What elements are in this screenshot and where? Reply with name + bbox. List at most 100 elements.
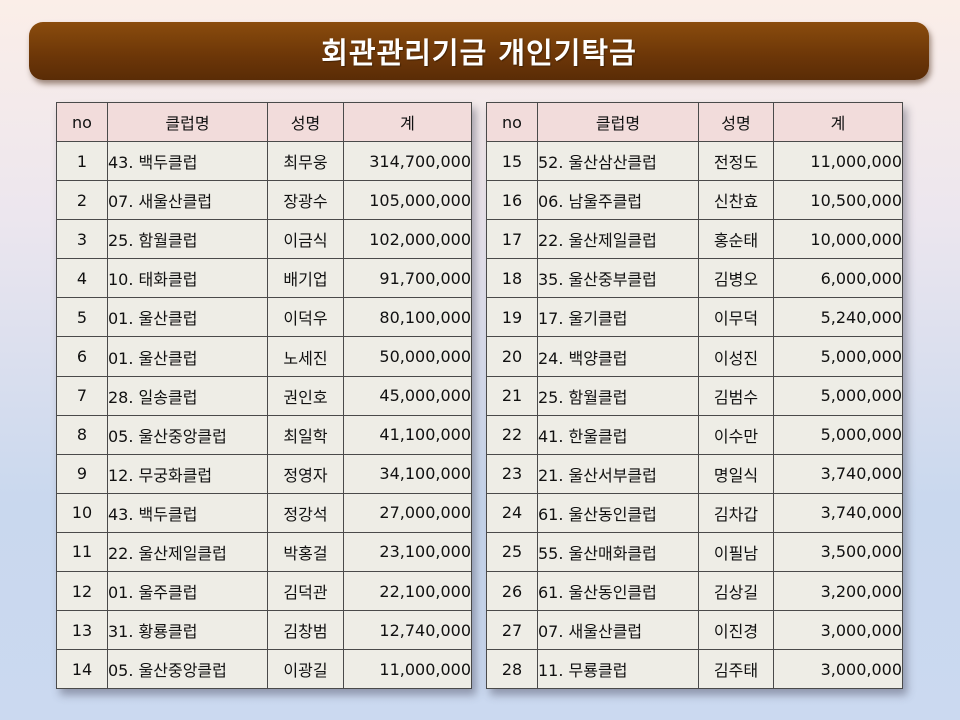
row-number: 23 xyxy=(486,453,538,494)
donation-amount: 105,000,000 xyxy=(343,180,472,221)
club-name: 43. 백두클럽 xyxy=(107,140,268,182)
donation-amount: 50,000,000 xyxy=(343,336,472,377)
member-name: 홍순태 xyxy=(698,219,774,260)
club-name: 21. 울산서부클럽 xyxy=(537,453,699,494)
row-number: 24 xyxy=(486,492,538,533)
club-name: 01. 울주클럽 xyxy=(107,571,268,612)
club-name: 24. 백양클럽 xyxy=(537,336,699,377)
member-name: 정영자 xyxy=(267,453,344,494)
row-number: 5 xyxy=(56,297,108,338)
member-name: 전정도 xyxy=(698,140,774,182)
member-name: 최무웅 xyxy=(267,140,344,182)
row-number: 20 xyxy=(486,336,538,377)
header-row: no 클럽명 성명 계 xyxy=(56,102,472,142)
row-number: 10 xyxy=(56,492,108,533)
club-name: 31. 황룡클럽 xyxy=(107,610,268,651)
club-name: 22. 울산제일클럽 xyxy=(537,219,699,260)
member-name: 노세진 xyxy=(267,336,344,377)
club-name: 55. 울산매화클럽 xyxy=(537,531,699,573)
table-row: 22 41. 한울클럽 이수만 5,000,000 xyxy=(486,414,903,455)
donation-amount: 5,000,000 xyxy=(773,375,903,416)
member-name: 이무덕 xyxy=(698,297,774,338)
club-name: 01. 울산클럽 xyxy=(107,336,268,377)
member-name: 이광길 xyxy=(267,649,344,690)
member-name: 신찬효 xyxy=(698,180,774,221)
club-name: 25. 함월클럽 xyxy=(107,219,268,260)
donation-amount: 3,500,000 xyxy=(773,531,903,573)
member-name: 김병오 xyxy=(698,258,774,299)
row-number: 15 xyxy=(486,140,538,182)
row-number: 8 xyxy=(56,414,108,455)
table-row: 23 21. 울산서부클럽 명일식 3,740,000 xyxy=(486,453,903,494)
row-number: 21 xyxy=(486,375,538,416)
table-row: 1 43. 백두클럽 최무웅 314,700,000 xyxy=(56,140,472,182)
row-number: 27 xyxy=(486,610,538,651)
table-row: 6 01. 울산클럽 노세진 50,000,000 xyxy=(56,336,472,377)
donation-amount: 41,100,000 xyxy=(343,414,472,455)
club-name: 05. 울산중앙클럽 xyxy=(107,414,268,455)
header-name: 성명 xyxy=(267,102,344,142)
donation-amount: 3,740,000 xyxy=(773,492,903,533)
member-name: 이금식 xyxy=(267,219,344,260)
donation-amount: 45,000,000 xyxy=(343,375,472,416)
table-row: 2 07. 새울산클럽 장광수 105,000,000 xyxy=(56,180,472,221)
club-name: 43. 백두클럽 xyxy=(107,492,268,533)
row-number: 3 xyxy=(56,219,108,260)
table-row: 25 55. 울산매화클럽 이필남 3,500,000 xyxy=(486,531,903,573)
donation-amount: 80,100,000 xyxy=(343,297,472,338)
member-name: 김덕관 xyxy=(267,571,344,612)
donation-amount: 27,000,000 xyxy=(343,492,472,533)
table-row: 26 61. 울산동인클럽 김상길 3,200,000 xyxy=(486,571,903,612)
member-name: 최일학 xyxy=(267,414,344,455)
member-name: 김주태 xyxy=(698,649,774,690)
club-name: 10. 태화클럽 xyxy=(107,258,268,299)
table-row: 5 01. 울산클럽 이덕우 80,100,000 xyxy=(56,297,472,338)
row-number: 13 xyxy=(56,610,108,651)
donation-amount: 11,000,000 xyxy=(343,649,472,690)
table-row: 16 06. 남울주클럽 신찬효 10,500,000 xyxy=(486,180,903,221)
header-amount: 계 xyxy=(773,102,903,142)
member-name: 명일식 xyxy=(698,453,774,494)
header-no: no xyxy=(56,102,108,142)
table-body-left: 1 43. 백두클럽 최무웅 314,700,000 2 07. 새울산클럽 장광수 105,… xyxy=(56,140,472,690)
page-title: 회관관리기금 개인기탁금 xyxy=(321,36,637,70)
table-row: 28 11. 무룡클럽 김주태 3,000,000 xyxy=(486,649,903,690)
donation-amount: 11,000,000 xyxy=(773,140,903,182)
table-row: 18 35. 울산중부클럽 김병오 6,000,000 xyxy=(486,258,903,299)
club-name: 11. 무룡클럽 xyxy=(537,649,699,690)
club-name: 61. 울산동인클럽 xyxy=(537,571,699,612)
table-row: 10 43. 백두클럽 정강석 27,000,000 xyxy=(56,492,472,533)
club-name: 12. 무궁화클럽 xyxy=(107,453,268,494)
row-number: 28 xyxy=(486,649,538,690)
header-club: 클럽명 xyxy=(537,102,699,142)
member-name: 김창범 xyxy=(267,610,344,651)
member-name: 김범수 xyxy=(698,375,774,416)
header-amount: 계 xyxy=(343,102,472,142)
row-number: 11 xyxy=(56,531,108,573)
club-name: 25. 함월클럽 xyxy=(537,375,699,416)
club-name: 05. 울산중앙클럽 xyxy=(107,649,268,690)
donation-amount: 22,100,000 xyxy=(343,571,472,612)
table-row: 4 10. 태화클럽 배기업 91,700,000 xyxy=(56,258,472,299)
member-name: 이필남 xyxy=(698,531,774,573)
donation-amount: 3,000,000 xyxy=(773,610,903,651)
club-name: 07. 새울산클럽 xyxy=(537,610,699,651)
table-row: 24 61. 울산동인클럽 김차갑 3,740,000 xyxy=(486,492,903,533)
member-name: 정강석 xyxy=(267,492,344,533)
header-row: no 클럽명 성명 계 xyxy=(486,102,903,142)
table-row: 14 05. 울산중앙클럽 이광길 11,000,000 xyxy=(56,649,472,690)
table-row: 11 22. 울산제일클럽 박홍걸 23,100,000 xyxy=(56,531,472,573)
member-name: 김차갑 xyxy=(698,492,774,533)
table-row: 3 25. 함월클럽 이금식 102,000,000 xyxy=(56,219,472,260)
donation-amount: 34,100,000 xyxy=(343,453,472,494)
donation-amount: 3,740,000 xyxy=(773,453,903,494)
header-club: 클럽명 xyxy=(107,102,268,142)
donation-amount: 5,000,000 xyxy=(773,336,903,377)
member-name: 이덕우 xyxy=(267,297,344,338)
donation-amount: 314,700,000 xyxy=(343,140,472,182)
club-name: 06. 남울주클럽 xyxy=(537,180,699,221)
table-row: 9 12. 무궁화클럽 정영자 34,100,000 xyxy=(56,453,472,494)
row-number: 22 xyxy=(486,414,538,455)
member-name: 장광수 xyxy=(267,180,344,221)
row-number: 14 xyxy=(56,649,108,690)
